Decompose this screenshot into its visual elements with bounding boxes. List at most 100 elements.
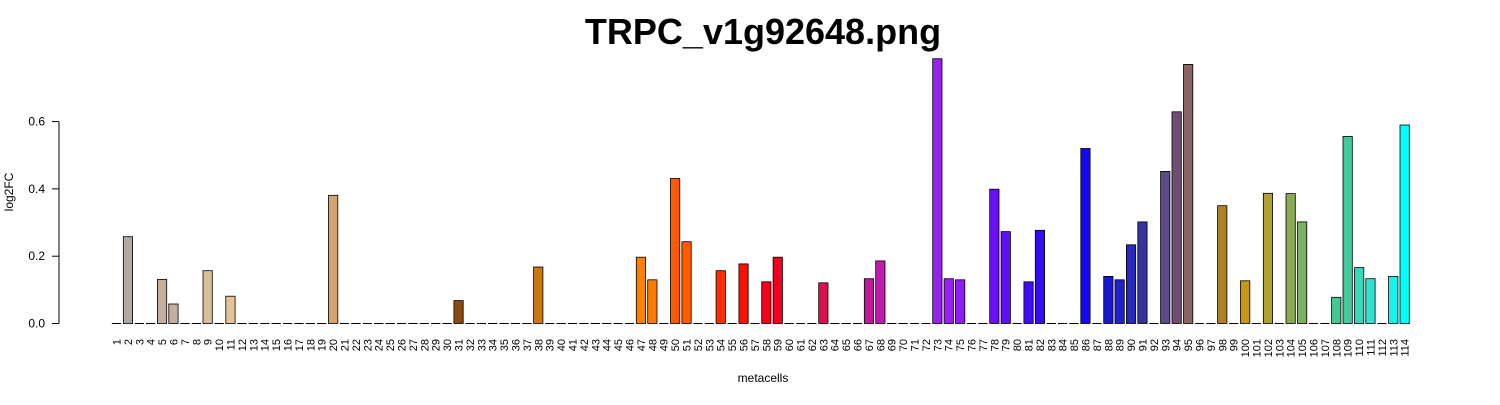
bar [1171, 111, 1182, 324]
x-tick-label: 25 [385, 339, 397, 351]
bar [1000, 231, 1011, 324]
x-tick-label: 78 [989, 339, 1001, 351]
x-tick-label: 46 [625, 339, 637, 351]
x-tick-label: 18 [305, 339, 317, 351]
x-tick-label: 85 [1069, 339, 1081, 351]
x-tick-label: 34 [488, 339, 500, 351]
x-tick-label: 62 [807, 339, 819, 351]
x-tick-label: 10 [214, 339, 226, 351]
x-tick-label: 83 [1046, 339, 1058, 351]
x-tick-label: 3 [134, 339, 146, 345]
x-tick-label: 112 [1377, 339, 1389, 357]
x-tick-label: 37 [522, 339, 534, 351]
x-tick-label: 49 [659, 339, 671, 351]
x-tick-label: 109 [1343, 339, 1355, 357]
x-tick-label: 30 [442, 339, 454, 351]
bar [328, 194, 339, 324]
bar [225, 295, 236, 324]
x-tick-label: 24 [374, 339, 386, 351]
bar [1365, 278, 1376, 324]
x-tick-label: 86 [1081, 339, 1093, 351]
x-tick-label: 32 [465, 339, 477, 351]
x-tick-label: 38 [533, 339, 545, 351]
x-tick-label: 87 [1092, 339, 1104, 351]
x-tick-label: 103 [1274, 339, 1286, 357]
x-tick-label: 94 [1172, 339, 1184, 351]
bar [533, 266, 544, 324]
x-tick-label: 9 [203, 339, 215, 345]
x-tick-label: 81 [1024, 339, 1036, 351]
x-tick-label: 22 [351, 339, 363, 351]
x-tick-label: 51 [682, 339, 694, 351]
x-tick-label: 105 [1297, 339, 1309, 357]
bar [156, 278, 168, 324]
x-tick-label: 61 [796, 339, 808, 351]
x-tick-label: 93 [1160, 339, 1172, 351]
x-tick-label: 39 [545, 339, 557, 351]
bar [1297, 221, 1308, 324]
y-tick-label: 0.6 [28, 115, 45, 129]
bar [1399, 124, 1410, 324]
x-tick-label: 91 [1138, 339, 1150, 351]
x-tick-label: 33 [476, 339, 488, 351]
x-tick-label: 1 [112, 339, 124, 345]
x-tick-label: 14 [260, 339, 272, 351]
bar [1331, 296, 1342, 324]
x-tick-label: 63 [818, 339, 830, 351]
bar [453, 300, 464, 324]
bars [111, 58, 1410, 324]
bar [1126, 244, 1137, 324]
x-tick-label: 44 [602, 339, 614, 351]
x-tick-labels: 1 2 3 4 5 6 7 8 9 10 11 12 13 14 15 16 17 18 19 20 21 22 23 24 2… [112, 339, 1412, 357]
x-axis-label: metacells [738, 371, 789, 385]
bar [1103, 275, 1114, 324]
x-tick-label: 66 [853, 339, 865, 351]
x-tick-label: 89 [1115, 339, 1127, 351]
x-tick-label: 6 [169, 339, 181, 345]
x-tick-label: 45 [613, 339, 625, 351]
x-tick-label: 111 [1366, 339, 1378, 356]
x-tick-label: 20 [328, 339, 340, 351]
x-tick-label: 69 [887, 339, 899, 351]
x-tick-label: 50 [670, 339, 682, 351]
x-tick-label: 60 [784, 339, 796, 351]
bar [943, 278, 954, 324]
bar [681, 241, 692, 324]
bar [1034, 229, 1046, 324]
x-tick-label: 28 [419, 339, 431, 351]
bar [863, 278, 874, 324]
x-tick-label: 107 [1320, 339, 1332, 357]
x-tick-label: 79 [1001, 339, 1013, 351]
x-tick-label: 48 [647, 339, 659, 351]
x-tick-label: 97 [1206, 339, 1218, 351]
x-tick-label: 43 [590, 339, 602, 351]
x-tick-label: 96 [1195, 339, 1207, 351]
x-tick-label: 2 [123, 339, 135, 345]
x-tick-label: 102 [1263, 339, 1275, 357]
x-tick-label: 88 [1103, 339, 1115, 351]
x-tick-label: 13 [248, 339, 260, 351]
x-tick-label: 52 [693, 339, 705, 351]
x-tick-label: 19 [317, 339, 329, 351]
x-tick-label: 7 [180, 339, 192, 345]
x-tick-label: 73 [932, 339, 944, 351]
x-tick-label: 108 [1331, 339, 1343, 357]
bar [955, 279, 966, 324]
y-tick-label: 0.2 [28, 249, 45, 263]
x-tick-label: 64 [830, 339, 842, 351]
bar [738, 263, 749, 324]
x-tick-label: 42 [579, 339, 591, 351]
x-tick-label: 95 [1183, 339, 1195, 351]
x-tick-label: 11 [226, 339, 238, 350]
x-tick-label: 72 [921, 339, 933, 351]
x-tick-label: 76 [967, 339, 979, 351]
x-tick-label: 15 [271, 339, 283, 351]
bar [122, 236, 134, 324]
x-tick-label: 35 [499, 339, 511, 351]
x-tick-label: 21 [340, 339, 352, 351]
x-tick-label: 4 [146, 339, 158, 345]
x-tick-label: 8 [191, 339, 203, 345]
bar [1137, 221, 1148, 324]
x-tick-label: 65 [841, 339, 853, 351]
